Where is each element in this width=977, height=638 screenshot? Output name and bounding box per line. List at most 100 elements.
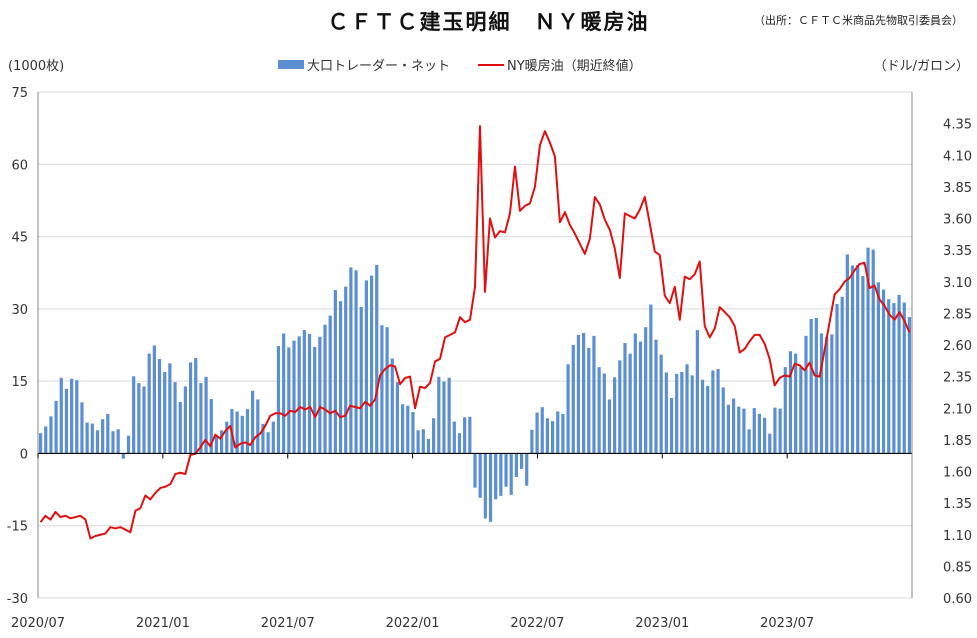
bar (349, 267, 353, 454)
x-tick-label: 2022/01 (386, 616, 440, 631)
bar (633, 333, 637, 454)
x-tick-label: 2020/07 (11, 616, 65, 631)
bar (731, 398, 736, 454)
bar (369, 275, 374, 454)
bar (576, 334, 581, 454)
bar (323, 324, 327, 454)
bar (426, 438, 431, 454)
bar (819, 333, 824, 454)
bar (814, 318, 818, 454)
bar (597, 367, 601, 454)
bar (892, 303, 896, 454)
bar (354, 270, 358, 454)
bar (742, 408, 746, 454)
bar (602, 373, 606, 454)
bar (519, 453, 524, 469)
bar (825, 336, 829, 454)
bar (525, 453, 529, 486)
right-tick-label: 4.10 (943, 149, 972, 164)
right-tick-label: 1.10 (943, 529, 972, 544)
bar (116, 429, 120, 454)
bar (706, 385, 710, 454)
bar (540, 407, 544, 454)
bar (421, 429, 425, 454)
bar (204, 376, 208, 454)
bar (235, 411, 239, 454)
bar (571, 345, 575, 454)
right-tick-label: 2.85 (943, 307, 972, 322)
bar (338, 301, 343, 454)
bar (850, 265, 855, 454)
bar (137, 383, 141, 454)
bar (256, 399, 260, 454)
bar (685, 364, 689, 454)
left-tick-label: -30 (7, 592, 28, 607)
right-tick-label: 2.35 (943, 371, 972, 386)
x-tick-label: 2022/07 (510, 616, 564, 631)
bar (359, 306, 363, 454)
bar (240, 415, 244, 454)
legend-line-swatch (478, 63, 505, 66)
bar (49, 416, 53, 454)
bar (809, 318, 813, 454)
bar (390, 358, 394, 454)
bar (690, 375, 694, 454)
right-tick-label: 3.35 (943, 244, 972, 259)
bar (385, 327, 389, 454)
legend-bar-label: 大口トレーダー・ネット (307, 59, 451, 74)
bar (437, 376, 441, 454)
left-tick-label: 15 (11, 375, 28, 390)
bar (856, 265, 860, 454)
left-tick-label: -15 (7, 520, 28, 535)
bar (876, 282, 880, 454)
bar (871, 249, 875, 454)
bar (566, 364, 570, 454)
bar (623, 343, 627, 454)
bar (380, 325, 384, 454)
bar (111, 431, 115, 454)
legend-item-bar: 大口トレーダー・ネット (278, 55, 450, 74)
bar (794, 353, 798, 454)
bar (318, 336, 322, 454)
bar (799, 367, 803, 454)
bar (199, 383, 203, 454)
right-tick-label: 2.10 (943, 402, 972, 417)
source-note: （出所：ＣＦＴＣ米商品先物取引委員会） (754, 14, 963, 27)
bar (587, 347, 591, 454)
chart-title: ＣＦＴＣ建玉明細 ＮＹ暖房油 (327, 10, 650, 34)
bar (840, 296, 844, 454)
bar (411, 411, 415, 454)
bar (752, 408, 756, 454)
bar (395, 382, 400, 454)
bar (344, 286, 348, 454)
bar (64, 388, 69, 454)
left-tick-label: 45 (11, 231, 28, 246)
bar (902, 302, 906, 454)
bar (535, 412, 539, 454)
bar (654, 339, 658, 454)
bar (157, 358, 162, 454)
bar (313, 346, 317, 454)
right-tick-label: 1.60 (943, 466, 972, 481)
bar (147, 353, 151, 454)
bar (711, 370, 715, 454)
left-tick-label: 30 (11, 303, 28, 318)
bar (292, 340, 296, 454)
bar (478, 453, 482, 498)
bar (85, 422, 89, 454)
bar (400, 404, 405, 454)
x-tick-label: 2021/07 (261, 616, 315, 631)
bar (468, 416, 472, 454)
bar (757, 413, 762, 454)
bar (763, 417, 767, 454)
bar (38, 433, 43, 454)
bar (726, 404, 731, 454)
right-tick-label: 3.10 (943, 276, 972, 291)
bar (152, 345, 156, 454)
bar (887, 299, 891, 454)
bar (835, 304, 839, 454)
bar (592, 335, 596, 454)
legend-item-line: NY暖房油（期近終値） (478, 55, 642, 74)
bar (737, 406, 741, 454)
bar (276, 345, 281, 454)
